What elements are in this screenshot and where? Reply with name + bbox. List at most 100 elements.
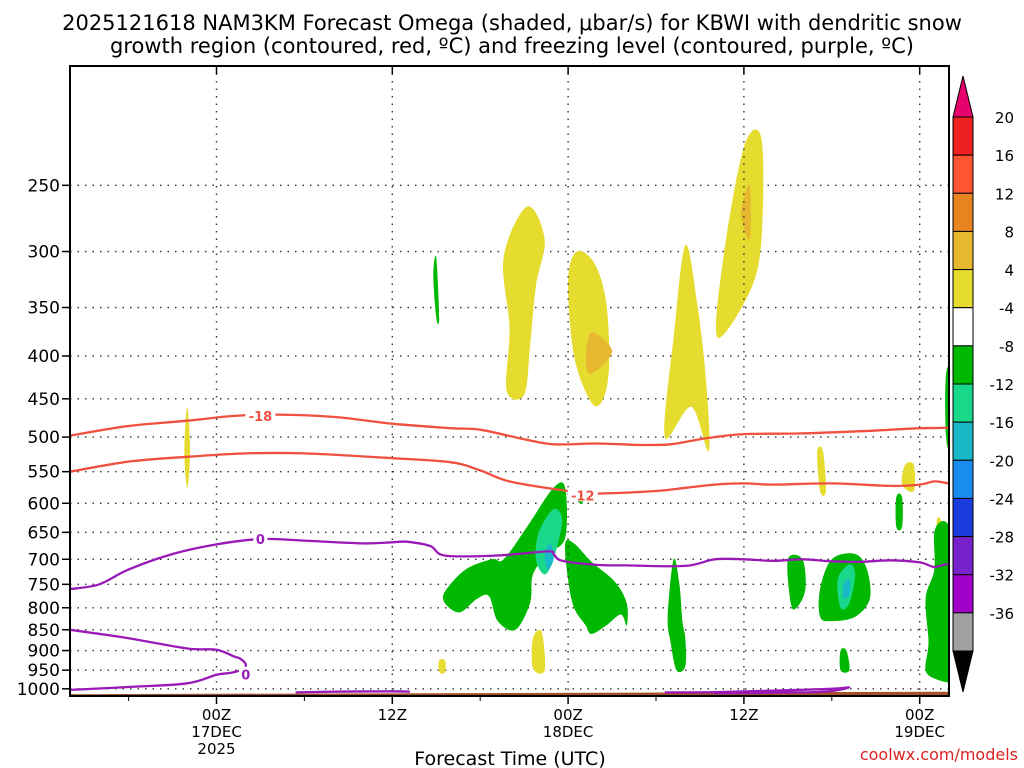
credit-text: coolwx.com/models bbox=[860, 745, 1018, 764]
xtick-label-2-1: 18DEC bbox=[543, 723, 594, 741]
ytick-label-750: 750 bbox=[28, 575, 60, 595]
colorbar-swatch-13 bbox=[952, 612, 974, 652]
colorbar-label-4: 4 bbox=[1004, 262, 1014, 280]
omega-region-33 bbox=[984, 538, 990, 645]
ytick-label-400: 400 bbox=[28, 347, 60, 367]
omega-region-17 bbox=[667, 558, 687, 673]
ytick-label-700: 700 bbox=[28, 550, 60, 570]
colorbar-swatch-11 bbox=[952, 536, 974, 576]
contour-freezing-level-surface-b bbox=[664, 686, 851, 695]
ytick-label-950: 950 bbox=[28, 661, 60, 681]
xtick-label-0-1: 17DEC bbox=[191, 723, 242, 741]
ytick-label-900: 900 bbox=[28, 642, 60, 662]
omega-region-22 bbox=[925, 521, 949, 683]
chart-title-line2: growth region (contoured, red, ºC) and f… bbox=[110, 34, 914, 58]
colorbar-swatch-0 bbox=[952, 116, 974, 156]
omega-region-5 bbox=[741, 184, 751, 240]
ytick-label-500: 500 bbox=[28, 428, 60, 448]
colorbar-label-6: -8 bbox=[999, 338, 1014, 356]
chart-title-line1: 2025121618 NAM3KM Forecast Omega (shaded… bbox=[62, 11, 962, 35]
ytick-label-250: 250 bbox=[28, 176, 60, 196]
omega-region-3 bbox=[585, 332, 613, 374]
colorbar-label-7: -12 bbox=[990, 376, 1015, 394]
omega-region-34 bbox=[985, 541, 990, 642]
omega-region-20 bbox=[839, 648, 850, 673]
contour-label-dgz-minus-18: -18 bbox=[249, 410, 273, 425]
omega-region-0 bbox=[184, 406, 191, 488]
contour-lines: -18 -12 0 0 bbox=[70, 408, 949, 695]
contour-freezing-level-lower bbox=[70, 628, 248, 692]
omega-region-11 bbox=[438, 659, 446, 674]
omega-region-1 bbox=[502, 206, 545, 400]
colorbar-bottom-arrow bbox=[952, 650, 974, 693]
colorbar-swatch-1 bbox=[952, 154, 974, 194]
colorbar-swatch-2 bbox=[952, 192, 974, 232]
xtick-label-0-0: 00Z bbox=[202, 706, 231, 724]
omega-region-15 bbox=[442, 482, 568, 631]
omega-region-29 bbox=[842, 579, 851, 600]
plot-frame bbox=[69, 65, 950, 697]
colorbar-swatch-6 bbox=[952, 345, 974, 385]
colorbar-label-3: 8 bbox=[1004, 223, 1014, 241]
contour-label-bg-freezing-level-upper bbox=[253, 530, 268, 545]
colorbar-label-12: -32 bbox=[990, 567, 1015, 585]
omega-region-12 bbox=[531, 629, 546, 674]
time-gridlines bbox=[215, 66, 921, 696]
ytick-label-350: 350 bbox=[28, 299, 60, 319]
contour-label-bg-dgz-minus-18 bbox=[245, 408, 276, 423]
ytick-label-600: 600 bbox=[28, 494, 60, 514]
xtick-label-1-0: 12Z bbox=[378, 706, 407, 724]
omega-region-21 bbox=[895, 493, 903, 531]
colorbar-label-9: -20 bbox=[990, 452, 1015, 470]
colorbar-label-1: 16 bbox=[995, 147, 1014, 165]
colorbar-label-5: -4 bbox=[999, 300, 1014, 318]
colorbar-swatch-8 bbox=[952, 421, 974, 461]
colorbar-label-2: 12 bbox=[995, 185, 1014, 203]
contour-freezing-level-surface-a bbox=[295, 690, 410, 694]
colorbar-swatch-10 bbox=[952, 497, 974, 538]
ytick-label-550: 550 bbox=[28, 463, 60, 483]
colorbar-swatch-3 bbox=[952, 230, 974, 271]
xtick-label-4-1: 19DEC bbox=[894, 723, 945, 741]
colorbar-label-8: -16 bbox=[990, 414, 1015, 432]
colorbar-swatch-5 bbox=[952, 307, 974, 347]
colorbar-swatch-4 bbox=[952, 269, 974, 309]
colorbar-top-arrow bbox=[952, 75, 974, 118]
omega-region-27 bbox=[972, 451, 1005, 672]
colorbar-swatch-12 bbox=[952, 574, 974, 614]
omega-region-28 bbox=[544, 543, 554, 570]
omega-region-4 bbox=[715, 129, 764, 339]
ytick-label-300: 300 bbox=[28, 243, 60, 263]
contour-label-freezing-level-lower: 0 bbox=[241, 669, 250, 684]
xtick-label-2-0: 00Z bbox=[553, 706, 582, 724]
x-axis-label: Forecast Time (UTC) bbox=[414, 748, 605, 768]
omega-region-13 bbox=[433, 255, 440, 325]
xtick-label-0-2: 2025 bbox=[197, 740, 235, 758]
xtick-label-4-0: 00Z bbox=[905, 706, 934, 724]
contour-dgz-minus-12 bbox=[70, 451, 949, 495]
ytick-label-800: 800 bbox=[28, 599, 60, 619]
ytick-label-650: 650 bbox=[28, 523, 60, 543]
omega-region-35 bbox=[985, 543, 990, 638]
contour-label-dgz-minus-12: -12 bbox=[571, 489, 595, 504]
omega-region-6 bbox=[664, 244, 710, 452]
ytick-label-1000: 1000 bbox=[17, 680, 60, 700]
xtick-label-3-0: 12Z bbox=[729, 706, 758, 724]
contour-label-bg-dgz-minus-12 bbox=[567, 487, 598, 502]
omega-region-18 bbox=[787, 554, 806, 610]
contour-label-freezing-level-upper: 0 bbox=[256, 533, 265, 548]
omega-region-25 bbox=[535, 508, 563, 575]
colorbar-swatch-7 bbox=[952, 383, 974, 423]
ytick-label-850: 850 bbox=[28, 621, 60, 641]
colorbar-label-10: -24 bbox=[990, 490, 1015, 508]
colorbar-label-11: -28 bbox=[990, 529, 1015, 547]
ytick-label-450: 450 bbox=[28, 390, 60, 410]
colorbar-label-0: 20 bbox=[995, 109, 1014, 127]
colorbar-label-13: -36 bbox=[990, 605, 1015, 623]
colorbar: 20 16 12 8 4 -4 -8 -12 -16 -20 -24 -28 -32 -36 bbox=[952, 75, 1015, 693]
contour-label-bg-freezing-level-lower bbox=[238, 666, 253, 681]
colorbar-swatch-9 bbox=[952, 459, 974, 499]
